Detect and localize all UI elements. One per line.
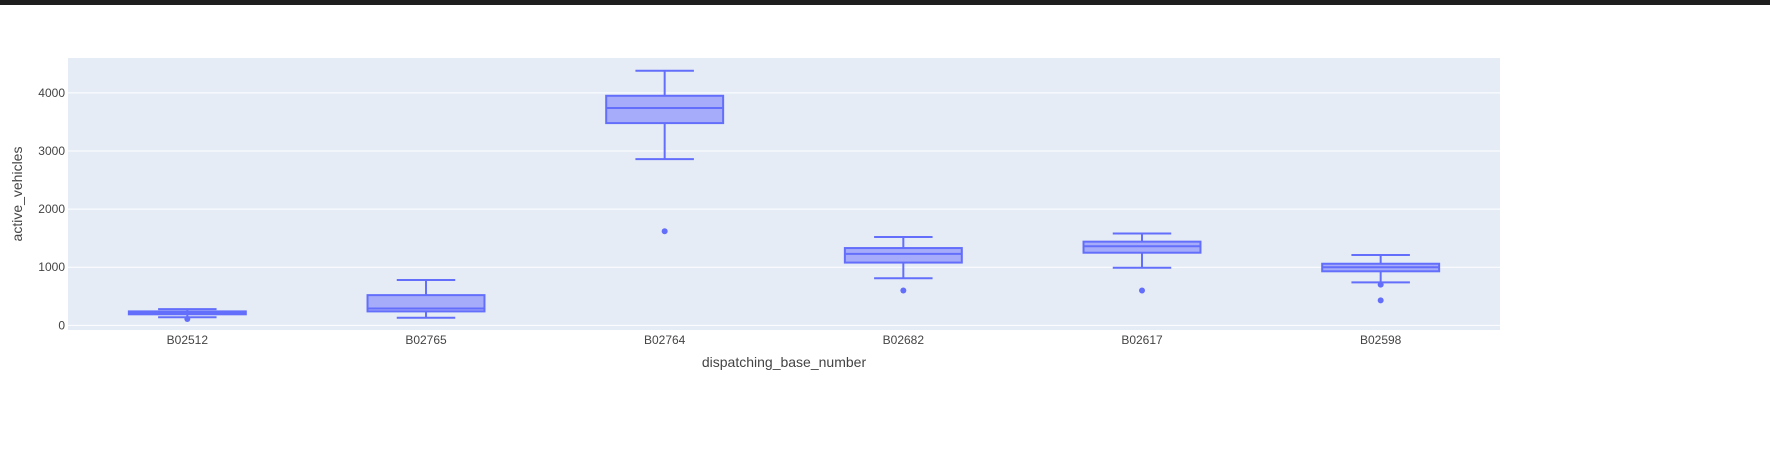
y-tick-label: 0 — [58, 318, 65, 332]
box-body — [366, 294, 486, 313]
y-axis-ticks: 0 1000 2000 3000 4000 — [38, 86, 65, 332]
outlier-point — [1139, 287, 1145, 294]
gridlines — [68, 92, 1500, 326]
x-tick-label: B02617 — [1121, 333, 1163, 347]
outlier-point — [1377, 297, 1384, 304]
box-B02598 — [1321, 254, 1441, 304]
x-tick-label: B02598 — [1360, 333, 1402, 347]
x-axis-title: dispatching_base_number — [702, 354, 867, 370]
plot-area — [68, 58, 1500, 330]
x-tick-label: B02765 — [405, 333, 447, 347]
box-B02512 — [127, 308, 247, 322]
y-tick-label: 4000 — [38, 86, 65, 100]
y-axis-title: active_vehicles — [9, 147, 25, 242]
box-series — [127, 69, 1441, 322]
x-axis-ticks: B02512 B02765 B02764 B02682 B02617 B02598 — [167, 333, 1402, 347]
box-B02764 — [605, 69, 725, 235]
box-B02617 — [1082, 232, 1202, 294]
box-B02682 — [843, 236, 963, 294]
outlier-point — [900, 287, 907, 294]
box-body — [605, 94, 725, 125]
y-tick-label: 2000 — [38, 202, 65, 216]
x-tick-label: B02764 — [644, 333, 686, 347]
y-tick-label: 3000 — [38, 144, 65, 158]
window-top-bar — [0, 0, 1770, 5]
y-tick-label: 1000 — [38, 260, 65, 274]
box-B02765 — [366, 279, 486, 319]
x-tick-label: B02682 — [883, 333, 925, 347]
outlier-point — [1377, 281, 1384, 288]
outlier-point — [184, 315, 191, 322]
x-tick-label: B02512 — [167, 333, 209, 347]
box-body — [843, 247, 963, 264]
outlier-point — [661, 228, 668, 235]
